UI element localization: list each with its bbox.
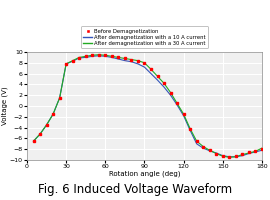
- Y-axis label: Voltage (V): Voltage (V): [2, 87, 8, 125]
- Legend: Before Demagnetization, After demagnetization with a 10 A current, After demagne: Before Demagnetization, After demagnetiz…: [81, 26, 208, 48]
- Text: Fig. 6 Induced Voltage Waveform: Fig. 6 Induced Voltage Waveform: [38, 183, 232, 196]
- X-axis label: Rotation angle (deg): Rotation angle (deg): [109, 171, 180, 177]
